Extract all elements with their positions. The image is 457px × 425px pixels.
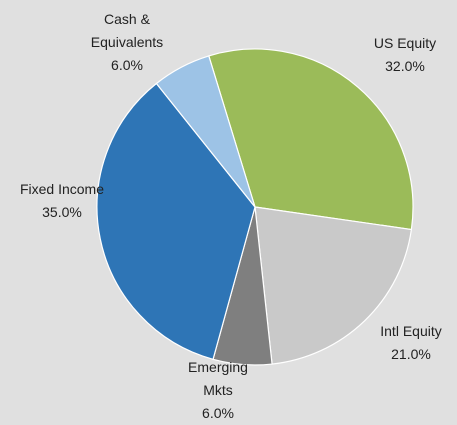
slice-label: Emerging Mkts 6.0% [178, 356, 258, 425]
slice-label: Fixed Income 35.0% [2, 178, 122, 224]
category-label: Intl Equity [380, 323, 442, 339]
slice-label: Cash & Equivalents 6.0% [77, 8, 177, 77]
category-label: Cash & Equivalents [90, 11, 164, 50]
pie-slice [254, 206, 413, 365]
category-label: Fixed Income [19, 181, 105, 197]
category-label: Emerging Mkts [188, 359, 248, 398]
value-label: 6.0% [111, 57, 143, 73]
value-label: 21.0% [391, 346, 431, 362]
value-label: 32.0% [385, 58, 425, 74]
slice-label: US Equity 32.0% [345, 32, 457, 78]
value-label: 6.0% [202, 405, 234, 421]
pie-slice [155, 55, 256, 208]
pie-slice [96, 82, 256, 361]
pie-slice [208, 48, 414, 231]
slice-label: Intl Equity 21.0% [356, 320, 457, 366]
value-label: 35.0% [42, 204, 82, 220]
category-label: US Equity [373, 35, 437, 51]
